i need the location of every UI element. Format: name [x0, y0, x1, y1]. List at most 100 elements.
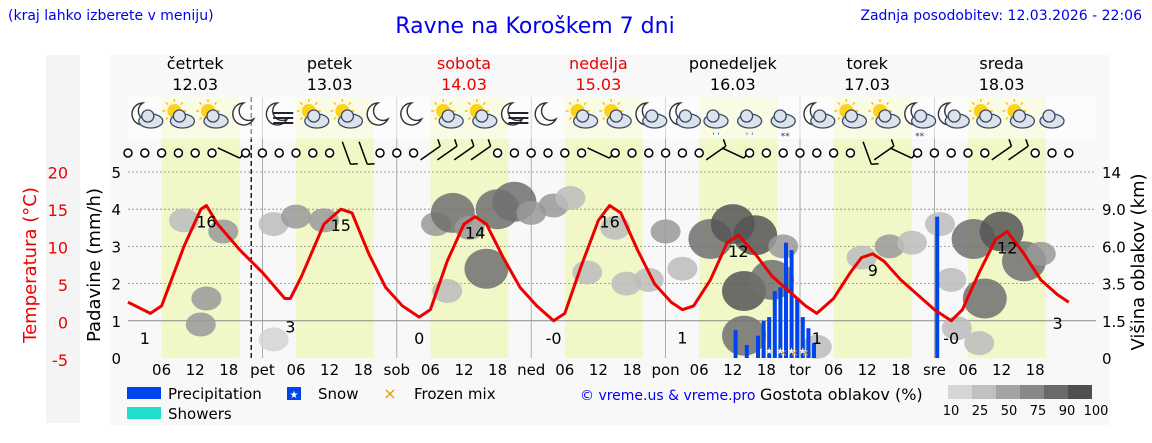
temperature-label: 12: [728, 242, 748, 261]
hour-tick-label: 18: [488, 361, 507, 379]
wind-barb-shaft: [721, 147, 744, 159]
wind-calm-icon: [828, 148, 839, 158]
sun-ray: [180, 101, 184, 106]
temp-tick-label: 20: [48, 164, 68, 183]
wind-calm-icon: [963, 148, 973, 158]
temperature-axis-title: Temperatura (°C): [20, 187, 41, 344]
wind-barb-flag: [871, 163, 879, 166]
cloud-puff: [609, 109, 623, 123]
cloud-puff: [979, 109, 993, 123]
temperature-series: 1 16 3 15 0 14 -0 16 1 12 1 9 -0 12 3: [127, 203, 1070, 348]
cloud-puff: [739, 109, 754, 123]
temperature-label: 0: [414, 329, 424, 348]
sun-ray: [885, 101, 890, 106]
precipitation-bar: [756, 335, 760, 358]
temperature-label: 3: [1053, 314, 1063, 333]
moon-icon: [534, 102, 558, 126]
wind-barb-flag: [722, 138, 727, 147]
sun-ray: [870, 116, 875, 121]
sun-ray: [1005, 116, 1009, 121]
day-headers: četrtek 12.03 06 12 18 petek 13.03 06 12 18 pet sob…: [152, 54, 1045, 379]
daylight-band: [833, 97, 912, 358]
day-date: 14.03: [441, 75, 487, 94]
cloud-blob: [650, 219, 681, 244]
temperature-label: 12: [997, 239, 1017, 258]
region-hint[interactable]: (kraj lahko izberete v meniju): [8, 8, 214, 24]
sun-cloud-icon: [1002, 99, 1036, 129]
cloud-puff: [678, 109, 693, 123]
density-level-label: 90: [1059, 404, 1076, 419]
wind-calm-icon: [156, 148, 167, 158]
precipitation-bar: [800, 317, 805, 358]
sun-ray: [568, 116, 572, 121]
legend-frozen-marker: ×: [383, 384, 396, 403]
sun-cloud-icon: [868, 99, 901, 129]
sun-ray: [986, 101, 990, 106]
sun-ray: [333, 101, 337, 106]
cloud-height-tick-label: 9.0: [1102, 201, 1126, 219]
temperature-label: 1: [677, 329, 687, 348]
temp-tick-label: 5: [58, 276, 68, 295]
precip-tick-label: 5: [111, 164, 121, 182]
moon-shape: [366, 102, 390, 126]
wind-barb-flag: [1025, 138, 1029, 147]
sun-ray: [852, 101, 856, 106]
snow-flakes: **: [915, 132, 925, 142]
cloud-blob: [555, 186, 586, 211]
temp-tick-label: 15: [48, 201, 68, 220]
wind-calm-icon: [190, 148, 200, 158]
sun-ray: [1005, 101, 1009, 106]
day-abbr-label: sob: [384, 361, 411, 379]
sun-ray: [467, 101, 471, 106]
cloud-blob: [979, 211, 1024, 252]
legend-showers-swatch: [127, 407, 161, 419]
sun-ray: [837, 116, 841, 121]
wind-barb-shaft: [1008, 145, 1029, 161]
wind-calm-icon: [324, 148, 335, 158]
day-name: ponedeljek: [689, 54, 778, 73]
wind-barb-flag: [350, 163, 358, 166]
cloud-blob: [258, 212, 289, 237]
day-date: 13.03: [307, 75, 353, 94]
wind-calm-icon: [576, 148, 587, 158]
last-updated: Zadnja posodobitev: 12.03.2026 - 22:06: [860, 8, 1142, 24]
moon-icon: [232, 102, 256, 126]
wind-barb-shaft: [862, 141, 873, 165]
cloud-blob: [600, 215, 631, 240]
temperature-label: 15: [331, 216, 351, 235]
wind-calm-icon: [929, 148, 940, 158]
density-swatch: [996, 385, 1020, 399]
sun-ray: [971, 116, 975, 121]
cloud-blob: [191, 286, 222, 311]
cloud-blob: [941, 316, 972, 341]
wind-barb-shaft: [341, 141, 352, 165]
day-abbr-label: pet: [250, 361, 275, 379]
wind-barb-icon: [991, 138, 1013, 161]
snow-flakes: **: [781, 132, 791, 142]
wind-calm-icon: [1030, 148, 1040, 158]
density-level-label: 100: [1084, 404, 1109, 419]
precipitation-bar: [772, 291, 777, 358]
wind-barb-flag: [487, 138, 492, 147]
wind-calm-icon: [526, 148, 536, 158]
day-name: sreda: [979, 54, 1023, 73]
sun-ray: [568, 101, 572, 106]
wind-barb-flag: [890, 138, 895, 147]
wind-barb-shaft: [587, 147, 610, 159]
precip-tick-label: 4: [111, 201, 121, 219]
wind-barb-icon: [341, 141, 358, 166]
sun-cloud-icon: [196, 99, 229, 129]
wind-calm-icon: [812, 148, 822, 158]
credit-link[interactable]: © vreme.us & vreme.pro: [580, 388, 756, 404]
density-swatch: [1020, 385, 1044, 399]
wind-calm-icon: [257, 148, 268, 158]
density-swatch: [1044, 385, 1068, 399]
snow-marker: ★: [776, 347, 784, 357]
temp-tick-label: 10: [48, 239, 68, 258]
precipitation-bar: [744, 344, 749, 358]
snow-marker: ★: [765, 347, 773, 357]
moon-icon: [366, 102, 390, 126]
sun-cloud-icon: [296, 99, 330, 129]
density-level-label: 75: [1030, 404, 1047, 419]
